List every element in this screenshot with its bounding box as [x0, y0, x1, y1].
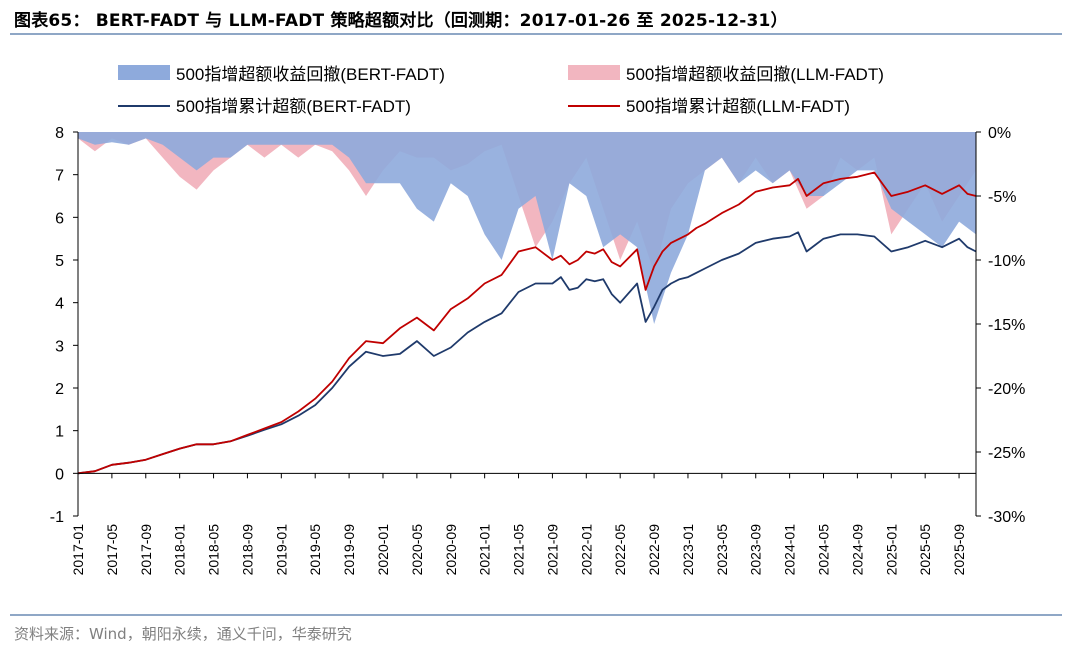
legend-label-bert-cumulative: 500指增累计超额(BERT-FADT) — [176, 97, 411, 116]
legend-swatch-llm-drawdown — [568, 65, 620, 80]
y-left-tick-label: 3 — [55, 338, 64, 355]
y-left-tick-label: -1 — [50, 509, 64, 526]
x-tick-label: 2022-09 — [646, 524, 662, 576]
line-llm-cumulative — [77, 171, 977, 475]
y-right-tick-label: -15% — [988, 317, 1025, 334]
x-tick-label: 2018-01 — [172, 524, 188, 576]
legend-swatch-bert-drawdown — [118, 65, 170, 80]
y-right-tick-label: -5% — [988, 189, 1016, 206]
legend: 500指增超额收益回撤(BERT-FADT) 500指增超额收益回撤(LLM-F… — [118, 65, 884, 116]
legend-label-bert-drawdown: 500指增超额收益回撤(BERT-FADT) — [176, 65, 445, 84]
x-tick-label: 2020-01 — [375, 524, 391, 576]
x-tick-label: 2017-09 — [138, 524, 154, 576]
x-tick-label: 2018-05 — [206, 524, 222, 576]
page-title: 图表65： BERT-FADT 与 LLM-FADT 策略超额对比（回测期：20… — [14, 11, 788, 31]
x-tick-label: 2025-05 — [917, 524, 933, 576]
y-left-tick-label: 2 — [55, 381, 64, 398]
source-note: 资料来源：Wind，朝阳永续，通义千问，华泰研究 — [14, 625, 352, 643]
plot-area: -1 0 1 2 3 4 5 6 7 8 0% -5% -10% -15% -20% -25% -30% 2017… — [50, 125, 1026, 575]
x-tick-label: 2022-05 — [612, 524, 628, 576]
y-right-tick-label: 0% — [988, 125, 1011, 142]
y-left-tick-label: 5 — [55, 253, 64, 270]
x-tick-label: 2025-09 — [951, 524, 967, 576]
x-tick-label: 2020-05 — [409, 524, 425, 576]
x-tick-label: 2023-01 — [680, 524, 696, 576]
x-tick-label: 2021-01 — [477, 524, 493, 576]
x-tick-label: 2017-01 — [70, 524, 86, 576]
chart: 500指增超额收益回撤(BERT-FADT) 500指增超额收益回撤(LLM-F… — [50, 65, 1026, 575]
bottom-rule — [10, 614, 1062, 616]
x-tick-label: 2020-09 — [443, 524, 459, 576]
area-bert-drawdown — [78, 132, 976, 324]
x-tick-label: 2021-05 — [511, 524, 527, 576]
x-tick-label: 2019-05 — [307, 524, 323, 576]
x-tick-label: 2025-01 — [883, 524, 899, 576]
y-right-tick-label: -25% — [988, 445, 1025, 462]
line-bert-cumulative — [77, 231, 977, 475]
legend-label-llm-drawdown: 500指增超额收益回撤(LLM-FADT) — [626, 65, 884, 84]
y-left-tick-label: 6 — [55, 210, 64, 227]
x-tick-label: 2018-09 — [239, 524, 255, 576]
y-left-tick-label: 0 — [55, 466, 64, 483]
x-tick-label: 2022-01 — [578, 524, 594, 576]
x-tick-label: 2023-09 — [748, 524, 764, 576]
y-left-tick-label: 8 — [55, 125, 64, 142]
y-right-tick-label: -10% — [988, 253, 1025, 270]
x-tick-label: 2024-01 — [782, 524, 798, 576]
y-left-tick-label: 4 — [55, 296, 64, 313]
top-rule — [10, 33, 1062, 35]
x-tick-label: 2021-09 — [544, 524, 560, 576]
y-right-tick-label: -20% — [988, 381, 1025, 398]
y-right-tick-label: -30% — [988, 509, 1025, 526]
x-tick-label: 2019-01 — [273, 524, 289, 576]
y-left-tick-label: 1 — [55, 424, 64, 441]
y-left-tick-label: 7 — [55, 168, 64, 185]
legend-label-llm-cumulative: 500指增累计超额(LLM-FADT) — [626, 97, 850, 116]
x-tick-label: 2023-05 — [714, 524, 730, 576]
x-tick-label: 2024-05 — [816, 524, 832, 576]
x-tick-label: 2024-09 — [849, 524, 865, 576]
x-tick-label: 2017-05 — [104, 524, 120, 576]
x-tick-label: 2019-09 — [341, 524, 357, 576]
